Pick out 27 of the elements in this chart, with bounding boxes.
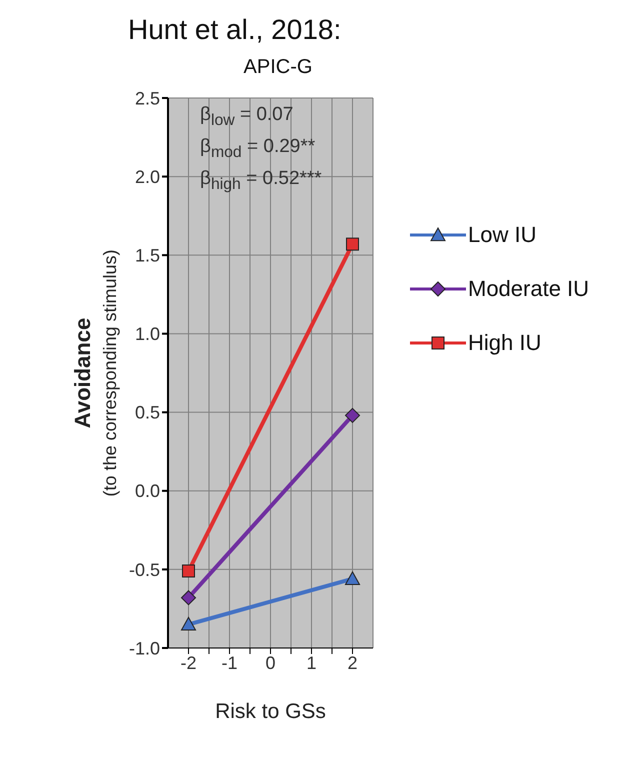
chart-title: Hunt et al., 2018: bbox=[128, 14, 342, 46]
x-axis-title: Risk to GSs bbox=[215, 700, 326, 723]
x-tick-label: 1 bbox=[306, 652, 317, 673]
y-tick-label: -1.0 bbox=[128, 638, 160, 658]
y-tick-label: 1.5 bbox=[134, 246, 160, 266]
annotation: β$_{low}$ = 0.07 bbox=[200, 103, 294, 131]
point bbox=[345, 408, 360, 423]
y-tick-label: 0.0 bbox=[134, 481, 160, 502]
x-tick-label: -1 bbox=[221, 652, 238, 673]
x-tick-label: -2 bbox=[180, 652, 197, 673]
annotation: β$_{high}$ = 0.52*** bbox=[200, 166, 322, 194]
y-tick-label: 2.5 bbox=[134, 88, 160, 108]
x-tick-label: 0 bbox=[265, 652, 276, 673]
x-tick-label: 2 bbox=[347, 652, 358, 673]
y-tick-label: -0.5 bbox=[128, 560, 160, 580]
legend-label: Moderate IU bbox=[468, 276, 590, 302]
y-tick-label: 2.0 bbox=[134, 166, 160, 187]
chart-subtitle: APIC-G bbox=[242, 56, 314, 79]
point bbox=[181, 590, 196, 606]
point bbox=[346, 238, 359, 251]
y-tick-label: 1.0 bbox=[134, 324, 160, 344]
annotation: β$_{mod}$ = 0.29** bbox=[200, 134, 316, 163]
point bbox=[182, 564, 195, 578]
legend-label: High IU bbox=[468, 330, 542, 356]
y-tick-label: 0.5 bbox=[134, 402, 160, 423]
y-axis-title: Avoidance (to the corresponding stimulus) bbox=[70, 249, 120, 497]
legend-label: Low IU bbox=[468, 222, 536, 248]
